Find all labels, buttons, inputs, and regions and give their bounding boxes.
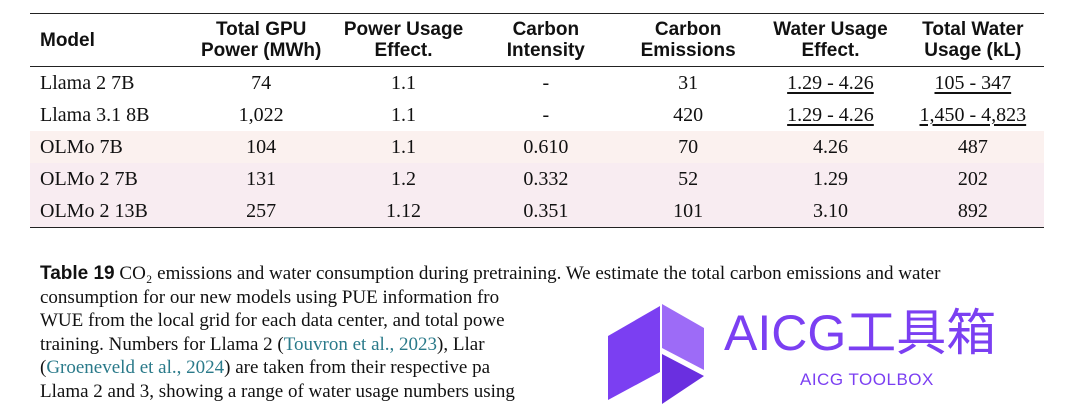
cell-pue: 1.12: [332, 195, 475, 228]
cell-carbon-intensity: -: [542, 71, 550, 94]
citation-link[interactable]: Touvron et al., 2023: [283, 333, 438, 355]
caption-text: ) are taken from their respective pa: [224, 357, 491, 378]
caption-text: training. Numbers for Llama 2 (: [40, 333, 284, 355]
table-row: Llama 2 7B 74 1.1 - 31 1.29 - 4.26 105 -…: [30, 67, 1044, 100]
cell-carbon-emissions: 70: [616, 131, 760, 163]
table-row: OLMo 2 13B 257 1.12 0.351 101 3.10 892: [30, 195, 1044, 228]
cell-water-usage: 1,450 - 4,823: [902, 99, 1044, 131]
table-row: Llama 3.1 8B 1,022 1.1 - 420 1.29 - 4.26…: [30, 99, 1044, 131]
cell-gpu-power: 131: [190, 163, 333, 195]
cell-wue: 1.29: [759, 163, 902, 195]
cell-carbon-intensity: 0.332: [474, 163, 617, 195]
cell-model: OLMo 7B: [30, 131, 190, 163]
cell-model: OLMo 2 13B: [30, 195, 190, 228]
caption-line: Llama 2 and 3, showing a range of water …: [40, 380, 515, 402]
cell-gpu-power: 74: [251, 71, 272, 94]
header-model: Model: [40, 29, 95, 51]
cell-carbon-intensity: 0.610: [474, 131, 617, 163]
cell-water-usage: 487: [901, 131, 1044, 163]
header-water-usage-effect: Water Usage Effect.: [773, 19, 888, 61]
cell-gpu-power: 1,022: [238, 103, 284, 126]
caption-text: CO₂ emissions and water consumption duri…: [119, 263, 941, 284]
results-table-container: Model Total GPU Power (MWh) Power Usage …: [30, 13, 1044, 228]
cell-water-usage-value: 105 - 347: [934, 71, 1012, 94]
caption-line: Table 19 CO₂ emissions and water consump…: [40, 262, 1070, 286]
cell-water-usage-value: 1,450 - 4,823: [919, 103, 1027, 126]
header-total-gpu-power: Total GPU Power (MWh): [201, 19, 322, 61]
caption-line: training. Numbers for Llama 2 (Touvron e…: [40, 333, 1070, 357]
cell-wue: 4.26: [759, 131, 902, 163]
caption-line: consumption for our new models using PUE…: [40, 286, 500, 308]
table-row: OLMo 2 7B 131 1.2 0.332 52 1.29 202: [30, 163, 1044, 195]
cell-carbon-emissions: 31: [678, 71, 699, 94]
cell-wue: 3.10: [759, 195, 902, 228]
header-carbon-intensity: Carbon Intensity: [506, 19, 585, 61]
table-header-row: Model Total GPU Power (MWh) Power Usage …: [30, 13, 1044, 67]
cell-wue-value: 1.29 - 4.26: [787, 71, 874, 94]
cell-wue-value: 1.29 - 4.26: [787, 103, 874, 126]
cell-water-usage: 202: [901, 163, 1044, 195]
watermark-title: AICG工具箱: [724, 305, 997, 361]
header-power-usage-effect: Power Usage Effect.: [343, 19, 464, 61]
cell-wue: 1.29 - 4.26: [759, 99, 901, 131]
header-carbon-emissions: Carbon Emissions: [640, 19, 736, 61]
cell-pue: 1.1: [390, 103, 416, 126]
header-total-water-usage: Total Water Usage (kL): [922, 19, 1024, 61]
caption-line: (Groeneveld et al., 2024) are taken from…: [40, 356, 1070, 380]
caption-line: WUE from the local grid for each data ce…: [40, 310, 505, 331]
caption-text: (: [40, 357, 47, 378]
aicg-logo-icon: [608, 304, 704, 404]
cell-model: Llama 3.1 8B: [40, 103, 150, 126]
cell-gpu-power: 257: [190, 195, 333, 228]
cell-carbon-emissions: 101: [616, 195, 760, 228]
cell-model: Llama 2 7B: [40, 71, 135, 94]
table-row: OLMo 7B 104 1.1 0.610 70 4.26 487: [30, 131, 1044, 163]
cell-water-usage: 105 - 347: [902, 67, 1044, 100]
cell-carbon-emissions: 52: [616, 163, 760, 195]
cell-gpu-power: 104: [190, 131, 333, 163]
caption-text: ), Llar: [437, 333, 485, 355]
cell-carbon-intensity: -: [542, 103, 550, 126]
watermark-subtitle: AICG TOOLBOX: [800, 370, 934, 389]
cell-carbon-intensity: 0.351: [474, 195, 617, 228]
citation-link[interactable]: Groeneveld et al., 2024: [46, 357, 225, 378]
cell-pue: 1.1: [390, 71, 416, 94]
cell-pue: 1.2: [332, 163, 475, 195]
emissions-table: Model Total GPU Power (MWh) Power Usage …: [30, 13, 1044, 228]
cell-water-usage: 892: [901, 195, 1044, 228]
cell-model: OLMo 2 7B: [30, 163, 190, 195]
cell-wue: 1.29 - 4.26: [759, 67, 901, 100]
caption-label: Table 19: [40, 263, 115, 284]
cell-pue: 1.1: [332, 131, 475, 163]
table-caption: Table 19 CO₂ emissions and water consump…: [40, 262, 1070, 403]
cell-carbon-emissions: 420: [673, 103, 704, 126]
